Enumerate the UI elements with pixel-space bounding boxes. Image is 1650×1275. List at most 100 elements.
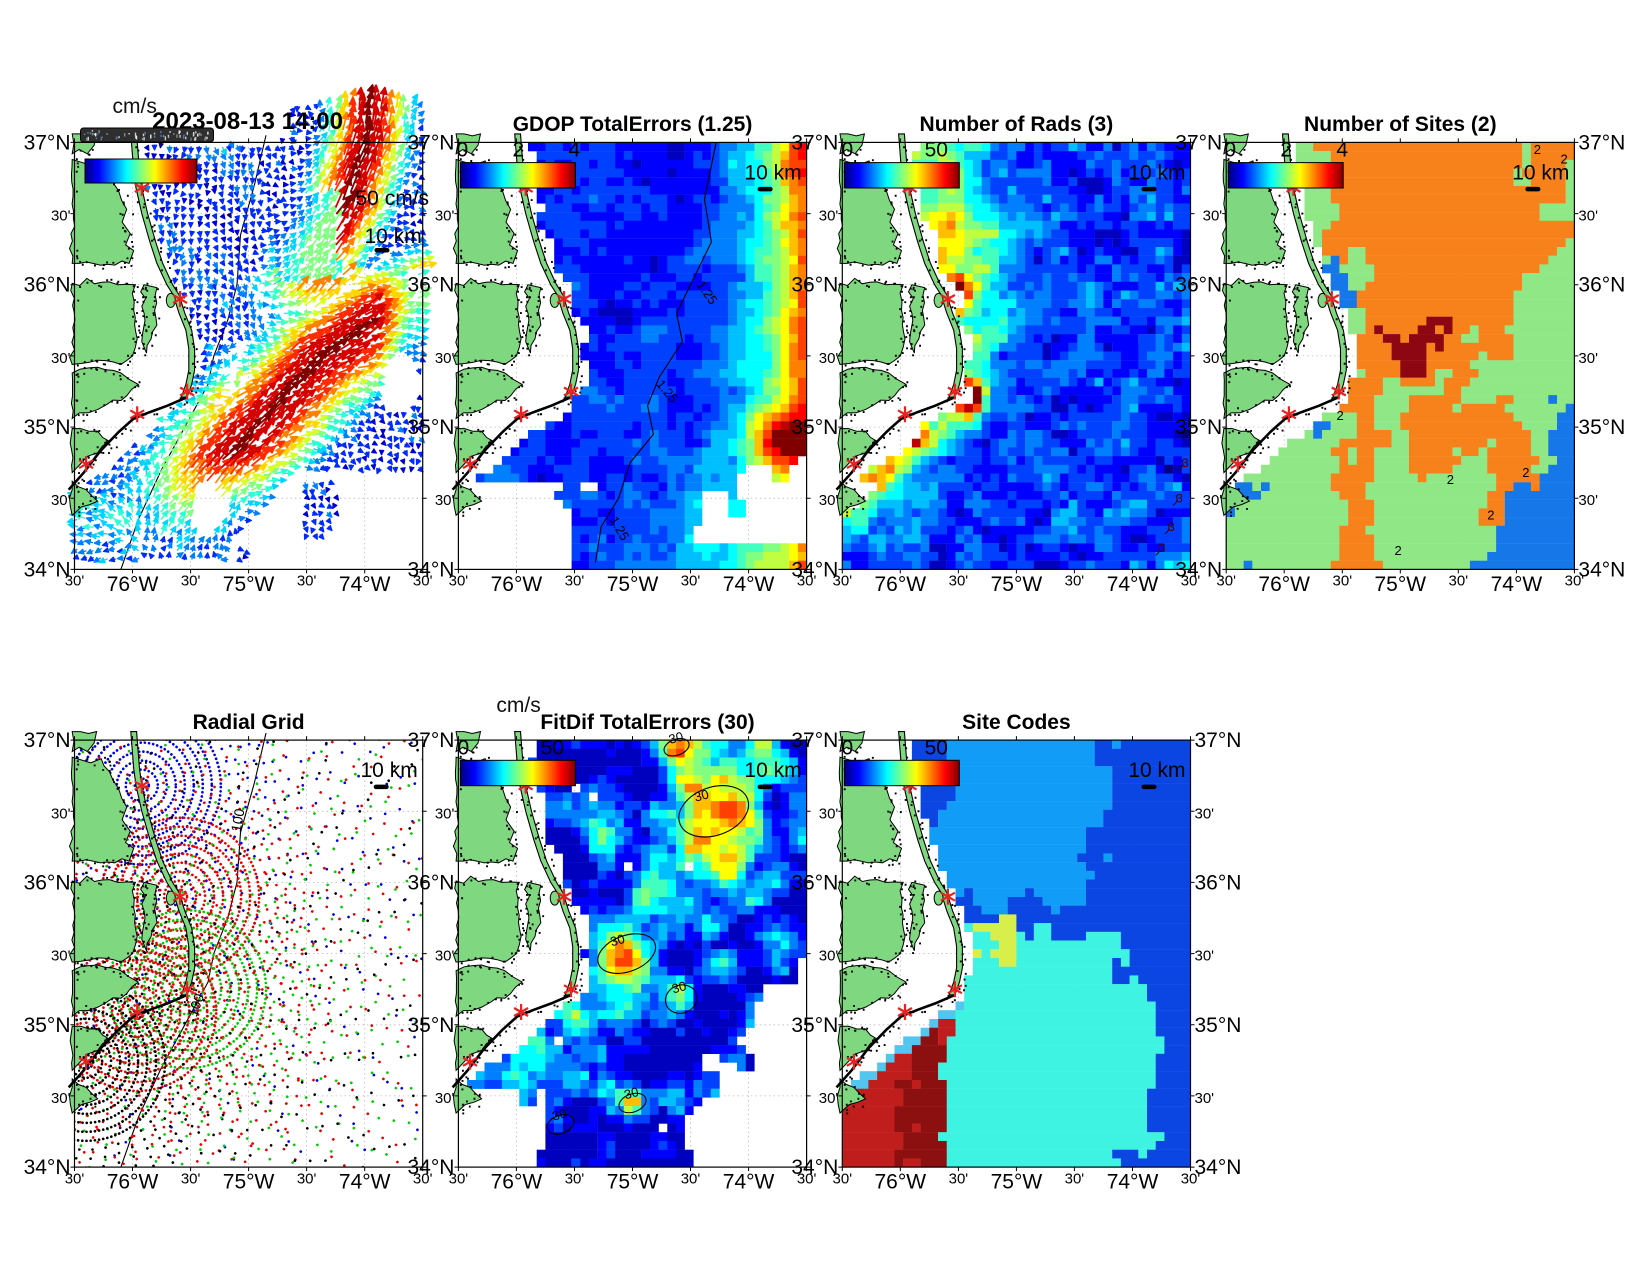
svg-text:30': 30'	[833, 1170, 853, 1187]
svg-text:30': 30'	[51, 492, 71, 509]
svg-text:30': 30'	[1181, 1170, 1201, 1187]
svg-text:35°N: 35°N	[407, 416, 454, 439]
svg-text:2: 2	[1280, 139, 1292, 162]
svg-text:30': 30'	[51, 208, 71, 225]
svg-text:35°N: 35°N	[24, 416, 71, 439]
svg-text:30': 30'	[833, 573, 853, 590]
svg-text:0: 0	[457, 139, 469, 162]
svg-text:100: 100	[228, 807, 248, 833]
svg-text:36°N: 36°N	[1578, 274, 1625, 297]
svg-text:30': 30'	[51, 1090, 71, 1107]
svg-text:76°W: 76°W	[875, 573, 927, 596]
svg-text:30': 30'	[181, 1170, 201, 1187]
svg-text:36°N: 36°N	[791, 274, 838, 297]
svg-text:2: 2	[1561, 152, 1568, 167]
svg-text:36°N: 36°N	[1175, 274, 1222, 297]
svg-text:74°W: 74°W	[339, 573, 391, 596]
svg-text:74°W: 74°W	[1107, 573, 1159, 596]
svg-text:30': 30'	[435, 350, 455, 367]
svg-text:75°W: 75°W	[223, 573, 275, 596]
svg-text:FitDif TotalErrors (30): FitDif TotalErrors (30)	[540, 711, 754, 734]
svg-text:4: 4	[569, 139, 581, 162]
svg-text:37°N: 37°N	[407, 131, 454, 154]
svg-text:37°N: 37°N	[407, 729, 454, 752]
svg-text:37°N: 37°N	[791, 729, 838, 752]
svg-text:35°N: 35°N	[24, 1014, 71, 1037]
svg-text:30': 30'	[819, 208, 839, 225]
svg-text:34°N: 34°N	[791, 1156, 838, 1179]
svg-text:30': 30'	[797, 1170, 817, 1187]
svg-text:30': 30'	[1565, 573, 1585, 590]
svg-text:30': 30'	[435, 492, 455, 509]
svg-text:30': 30'	[819, 805, 839, 822]
svg-text:30': 30'	[1578, 350, 1598, 367]
svg-text:30: 30	[609, 931, 627, 949]
svg-text:10 km: 10 km	[1512, 161, 1569, 184]
svg-text:30': 30'	[1195, 948, 1215, 965]
svg-text:30: 30	[667, 729, 685, 747]
svg-text:2: 2	[513, 139, 525, 162]
svg-text:2: 2	[1395, 543, 1402, 558]
svg-text:75°W: 75°W	[607, 573, 659, 596]
svg-text:30': 30'	[449, 573, 469, 590]
svg-text:30': 30'	[1333, 573, 1353, 590]
svg-text:30': 30'	[797, 573, 817, 590]
svg-text:30': 30'	[1065, 1170, 1085, 1187]
svg-text:34°N: 34°N	[407, 558, 454, 581]
svg-text:30': 30'	[435, 1090, 455, 1107]
svg-text:30': 30'	[297, 1170, 317, 1187]
svg-text:30': 30'	[435, 805, 455, 822]
svg-text:36°N: 36°N	[24, 274, 71, 297]
svg-text:76°W: 76°W	[1258, 573, 1310, 596]
svg-text:3: 3	[1182, 456, 1189, 470]
svg-text:35°N: 35°N	[1195, 1014, 1242, 1037]
svg-text:34°N: 34°N	[791, 558, 838, 581]
svg-text:30': 30'	[51, 350, 71, 367]
svg-text:3: 3	[1176, 491, 1183, 505]
svg-text:30': 30'	[1578, 208, 1598, 225]
svg-text:30': 30'	[181, 573, 201, 590]
svg-text:30': 30'	[1578, 492, 1598, 509]
svg-text:30': 30'	[565, 573, 585, 590]
svg-text:30': 30'	[565, 1170, 585, 1187]
svg-text:Number of Rads (3): Number of Rads (3)	[920, 113, 1114, 136]
svg-text:75°W: 75°W	[223, 1171, 275, 1194]
svg-text:0: 0	[458, 736, 470, 759]
svg-text:10 km: 10 km	[744, 161, 801, 184]
svg-text:30': 30'	[949, 573, 969, 590]
svg-text:30': 30'	[65, 573, 85, 590]
svg-text:34°N: 34°N	[1175, 558, 1222, 581]
svg-text:50: 50	[925, 139, 948, 162]
svg-text:0: 0	[841, 736, 853, 759]
svg-text:76°W: 76°W	[107, 573, 159, 596]
svg-text:37°N: 37°N	[1195, 729, 1242, 752]
svg-text:34°N: 34°N	[24, 1156, 71, 1179]
svg-text:37°N: 37°N	[24, 131, 71, 154]
svg-text:76°W: 76°W	[107, 1171, 159, 1194]
svg-text:2: 2	[1447, 472, 1454, 487]
svg-text:30': 30'	[1065, 573, 1085, 590]
svg-text:100: 100	[184, 991, 207, 1019]
svg-text:35°N: 35°N	[791, 1014, 838, 1037]
svg-text:34°N: 34°N	[407, 1156, 454, 1179]
svg-text:50: 50	[925, 736, 948, 759]
svg-text:30': 30'	[819, 948, 839, 965]
svg-text:36°N: 36°N	[24, 871, 71, 894]
svg-text:30': 30'	[819, 350, 839, 367]
svg-text:30': 30'	[681, 1170, 701, 1187]
svg-text:50 cm/s: 50 cm/s	[356, 187, 430, 210]
svg-text:10 km: 10 km	[361, 759, 418, 782]
svg-text:76°W: 76°W	[491, 1171, 543, 1194]
svg-text:2: 2	[1487, 508, 1494, 523]
svg-text:2: 2	[1337, 408, 1344, 423]
svg-text:30': 30'	[819, 492, 839, 509]
svg-text:30': 30'	[949, 1170, 969, 1187]
svg-text:30': 30'	[1203, 208, 1223, 225]
svg-text:10 km: 10 km	[1128, 161, 1185, 184]
svg-text:76°W: 76°W	[875, 1171, 927, 1194]
svg-text:GDOP TotalErrors (1.25): GDOP TotalErrors (1.25)	[513, 113, 753, 136]
svg-text:2: 2	[1534, 142, 1541, 157]
svg-text:35°N: 35°N	[1578, 416, 1625, 439]
svg-text:30': 30'	[413, 573, 433, 590]
svg-text:10 km: 10 km	[365, 225, 422, 248]
